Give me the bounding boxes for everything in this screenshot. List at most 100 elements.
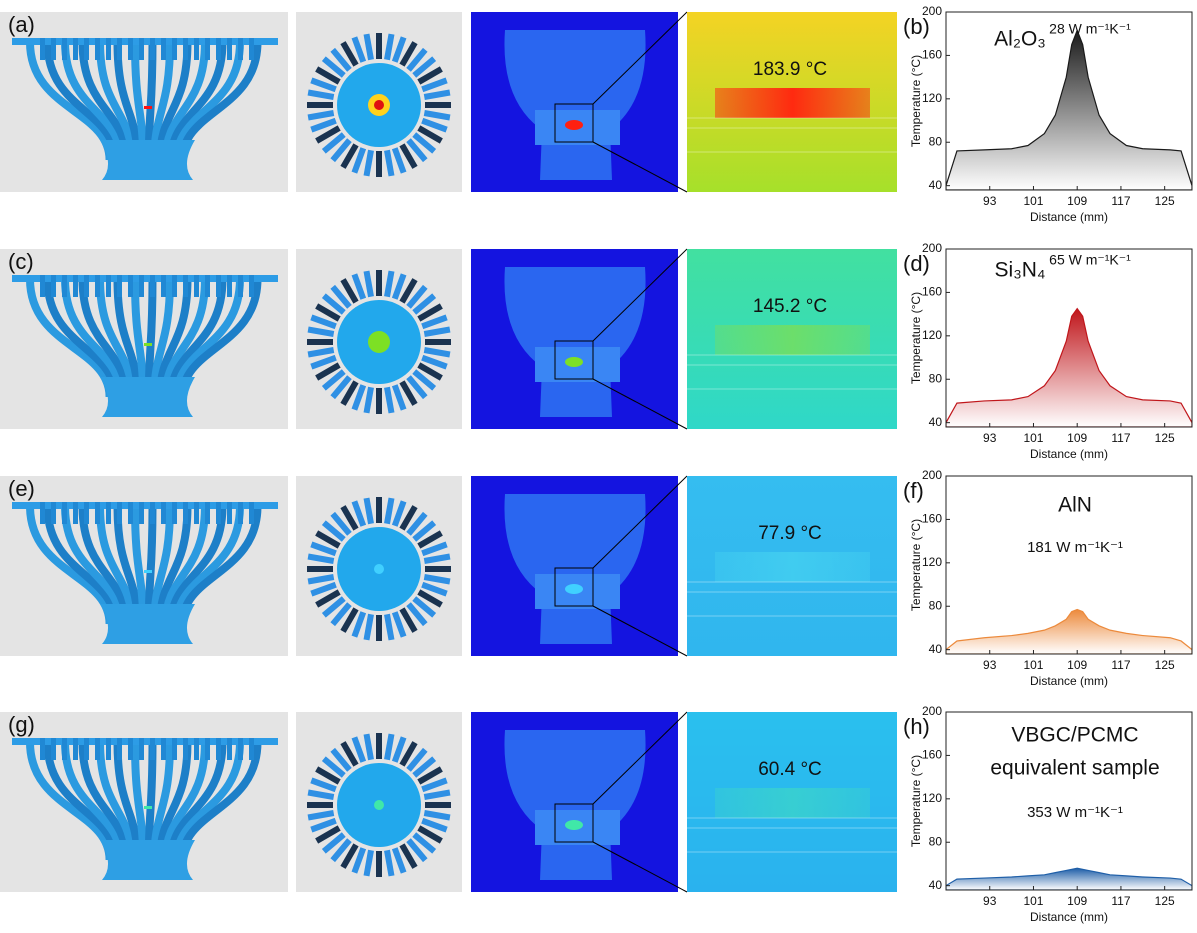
y-axis-title: Temperature (°C) — [909, 55, 923, 147]
top-plate — [12, 38, 278, 45]
radial-fin — [340, 143, 359, 169]
fin-top — [73, 502, 78, 524]
radial-fin — [321, 369, 346, 391]
radial-fin — [340, 380, 359, 406]
x-tick-label: 93 — [983, 658, 997, 672]
fin-top — [106, 275, 111, 297]
y-tick-label: 120 — [922, 328, 942, 342]
radial-fin — [307, 553, 335, 564]
top-plate — [12, 502, 278, 509]
fin-top — [161, 38, 166, 60]
base — [100, 377, 195, 417]
radial-fin — [315, 303, 341, 322]
radial-fin — [310, 817, 337, 833]
radial-fin — [417, 766, 443, 785]
fin-top — [62, 502, 67, 524]
radial-fin — [417, 362, 443, 381]
radial-fin — [423, 89, 451, 100]
radial-fin — [321, 520, 346, 542]
x-tick-label: 125 — [1155, 658, 1175, 672]
fin-top — [51, 275, 56, 297]
y-tick-label: 40 — [929, 178, 943, 192]
area — [946, 307, 1192, 427]
radial-fin — [412, 132, 437, 154]
zoom-band — [715, 788, 870, 818]
x-axis-title: Distance (mm) — [1030, 674, 1108, 688]
fin-top — [51, 738, 56, 760]
plot-frame — [945, 711, 1193, 891]
fin-top — [194, 502, 199, 524]
fin-top — [139, 38, 144, 60]
y-axis-title: Temperature (°C) — [909, 519, 923, 611]
zoom-box — [554, 803, 594, 843]
radial-fin — [384, 386, 395, 414]
x-tick-label: 109 — [1067, 431, 1087, 445]
fin-top — [139, 275, 144, 297]
base — [100, 604, 195, 644]
radial-fin — [307, 789, 335, 800]
x-axis-title: Distance (mm) — [1030, 447, 1108, 461]
radial-fin — [406, 838, 428, 863]
y-tick-label: 80 — [929, 598, 943, 612]
area — [946, 608, 1192, 654]
fin-top — [205, 502, 210, 524]
radial-fin — [351, 384, 367, 411]
x-tick-label: 101 — [1023, 658, 1043, 672]
radial-fin — [391, 273, 407, 300]
radial-fin — [421, 817, 448, 833]
fin-top — [227, 38, 232, 60]
radial-fin — [423, 110, 451, 121]
fin-top — [216, 275, 221, 297]
radial-fin — [412, 832, 437, 854]
radial-fin — [321, 56, 346, 78]
radial-fin — [391, 500, 407, 527]
panel-label: (e) — [8, 476, 35, 501]
radial-fin — [417, 589, 443, 608]
radial-fin — [315, 530, 341, 549]
fin-top — [172, 738, 177, 760]
radial-fin — [421, 541, 448, 557]
annotation: AlN — [1058, 494, 1092, 517]
radial-fin — [384, 497, 395, 525]
plot — [946, 307, 1192, 427]
radial-fin — [330, 284, 352, 309]
y-tick-label: 120 — [922, 555, 942, 569]
top-hotspot — [368, 331, 390, 353]
fin-top — [84, 502, 89, 524]
radial-fin — [330, 602, 352, 627]
x-tick-label: 101 — [1023, 894, 1043, 908]
fin-top — [117, 738, 122, 760]
radial-fin — [340, 741, 359, 767]
fin-top — [150, 275, 155, 297]
fin-top — [84, 738, 89, 760]
x-tick-label: 117 — [1111, 658, 1130, 672]
fin-top — [227, 275, 232, 297]
radial-fin — [340, 41, 359, 67]
fin-top — [227, 738, 232, 760]
radial-fin — [351, 847, 367, 874]
temperature-label: 183.9 °C — [753, 59, 827, 80]
top-hotspot-core — [374, 100, 384, 110]
zoom-line — [592, 841, 688, 893]
zoom-line — [592, 248, 688, 342]
fin-top — [249, 38, 254, 60]
radial-fin — [307, 326, 335, 337]
radial-fin — [351, 36, 367, 63]
radial-fin — [423, 810, 451, 821]
zoom-line — [592, 475, 688, 569]
radial-fin — [423, 347, 451, 358]
fin-top — [194, 738, 199, 760]
y-tick-label: 40 — [929, 642, 943, 656]
zoom-band — [715, 88, 870, 118]
temperature-label: 145.2 °C — [753, 296, 827, 317]
radial-fin — [330, 47, 352, 72]
radial-fin — [391, 384, 407, 411]
radial-fin — [310, 314, 337, 330]
radial-fin — [330, 747, 352, 772]
side-hotspot — [144, 570, 152, 573]
y-tick-label: 160 — [922, 285, 942, 299]
fin-top — [161, 502, 166, 524]
x-tick-label: 109 — [1067, 194, 1087, 208]
radial-fin — [384, 849, 395, 877]
